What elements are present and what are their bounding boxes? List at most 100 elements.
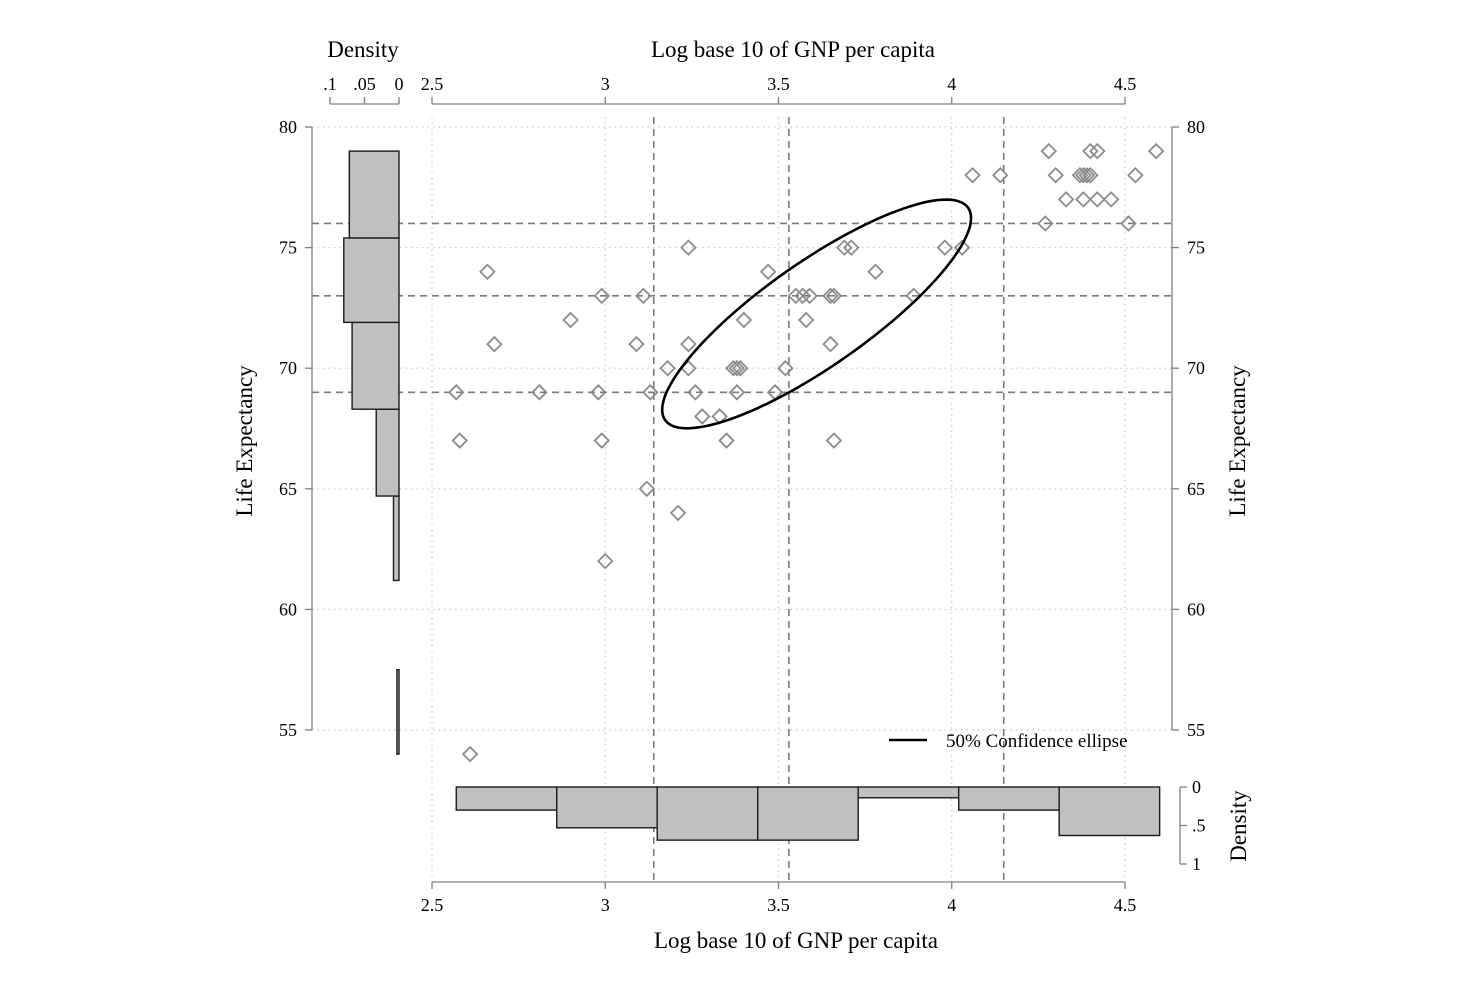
data-point bbox=[777, 359, 794, 377]
y-histogram-bar bbox=[396, 669, 400, 755]
data-point bbox=[642, 384, 659, 401]
data-point bbox=[953, 239, 971, 256]
y-axis-left-tick-label: 60 bbox=[279, 599, 297, 619]
data-point bbox=[461, 745, 479, 763]
y-axis-right-tick-label: 70 bbox=[1187, 358, 1205, 378]
data-point bbox=[451, 432, 468, 449]
data-point bbox=[531, 384, 548, 401]
data-point bbox=[725, 359, 742, 377]
x-histogram-bar bbox=[857, 786, 960, 799]
x-histogram-axis-tick-label: 0 bbox=[1192, 777, 1201, 797]
y-histogram bbox=[343, 150, 400, 755]
y-histogram-axis-tick-label: .1 bbox=[323, 74, 337, 94]
data-point bbox=[669, 504, 687, 522]
data-point bbox=[718, 432, 735, 449]
x-axis-top-tick-label: 4.5 bbox=[1114, 74, 1137, 94]
x-histogram-bar bbox=[957, 786, 1060, 811]
y-histogram-bar bbox=[351, 321, 400, 410]
data-point bbox=[680, 335, 697, 353]
y-histogram-axis-tick-label: .05 bbox=[353, 74, 376, 94]
y-axis-left-tick-label: 55 bbox=[279, 720, 297, 740]
data-point bbox=[735, 311, 753, 329]
x-histogram-bar bbox=[1058, 786, 1161, 837]
x-axis-bottom-tick-label: 4.5 bbox=[1114, 895, 1137, 915]
x-axis-bottom-title: Log base 10 of GNP per capita bbox=[654, 928, 938, 953]
data-point bbox=[991, 166, 1009, 184]
data-point bbox=[593, 432, 611, 449]
x-histogram-bar bbox=[455, 786, 558, 811]
data-point bbox=[693, 408, 711, 425]
data-points bbox=[447, 142, 1165, 763]
data-point bbox=[447, 384, 465, 401]
data-point bbox=[797, 311, 815, 329]
data-point bbox=[836, 239, 853, 256]
data-point bbox=[635, 287, 652, 305]
y-histogram-title: Density bbox=[327, 37, 399, 62]
data-point bbox=[1075, 166, 1092, 184]
data-point bbox=[1082, 166, 1099, 184]
data-point bbox=[1047, 166, 1064, 184]
data-point bbox=[479, 263, 496, 280]
data-point bbox=[728, 359, 746, 377]
y-axis-left-tick-label: 80 bbox=[279, 117, 297, 137]
y-axis-left-tick-label: 75 bbox=[279, 238, 297, 258]
data-point bbox=[825, 432, 843, 449]
data-point bbox=[964, 166, 981, 184]
data-point bbox=[1089, 191, 1106, 208]
data-point bbox=[1082, 142, 1099, 160]
data-point bbox=[759, 263, 777, 280]
confidence-ellipse bbox=[660, 198, 973, 430]
y-axis-left-tick-label: 70 bbox=[279, 358, 297, 378]
data-point bbox=[732, 359, 749, 377]
data-point bbox=[794, 287, 812, 305]
x-histogram-axis-tick-label: 1 bbox=[1192, 854, 1201, 874]
data-point bbox=[1037, 215, 1054, 232]
data-point bbox=[1089, 142, 1106, 160]
data-point bbox=[1040, 142, 1058, 160]
x-axis-top-tick-label: 4 bbox=[947, 74, 956, 94]
x-axis-bottom-tick-label: 3.5 bbox=[767, 895, 790, 915]
y-axis-right-tick-label: 65 bbox=[1187, 479, 1205, 499]
grid-layer bbox=[312, 117, 1172, 882]
x-histogram-bar bbox=[656, 786, 759, 841]
y-histogram-bar bbox=[392, 495, 400, 582]
data-point bbox=[1127, 166, 1144, 184]
x-histogram-bar bbox=[556, 786, 658, 829]
data-point bbox=[936, 239, 954, 256]
data-point bbox=[596, 552, 614, 570]
y-axis-right-title: Life Expectancy bbox=[1225, 365, 1250, 517]
legend: 50% Confidence ellipse bbox=[889, 731, 1128, 752]
y-axis-right-tick-label: 60 bbox=[1187, 599, 1205, 619]
x-histogram-bar bbox=[757, 786, 859, 841]
x-axis-top-tick-label: 3.5 bbox=[767, 74, 790, 94]
data-point bbox=[1075, 191, 1092, 208]
x-axis-bottom-tick-label: 4 bbox=[947, 895, 956, 915]
data-point bbox=[867, 263, 884, 280]
data-point bbox=[842, 239, 860, 256]
y-axis-right-tick-label: 75 bbox=[1187, 238, 1205, 258]
data-point bbox=[590, 384, 607, 401]
y-histogram-bar bbox=[348, 150, 400, 239]
data-point bbox=[801, 287, 818, 305]
y-axis-left-tick-label: 65 bbox=[279, 479, 297, 499]
data-point bbox=[1102, 191, 1120, 208]
y-axis-right-tick-label: 55 bbox=[1187, 720, 1205, 740]
data-point bbox=[822, 287, 839, 305]
axes: 2.5 2.5 3 3 3.5 3.5 4 4 4.5 4.5 55 55 60 60 65 65 70 70 75… bbox=[279, 74, 1206, 915]
data-point bbox=[593, 287, 611, 305]
data-point bbox=[687, 384, 704, 401]
data-point bbox=[822, 335, 839, 353]
x-axis-top-tick-label: 3 bbox=[601, 74, 610, 94]
y-histogram-bar bbox=[375, 408, 400, 497]
x-histogram bbox=[455, 786, 1161, 841]
y-axis-left-title: Life Expectancy bbox=[232, 365, 257, 517]
legend-ellipse-label: 50% Confidence ellipse bbox=[946, 731, 1128, 752]
data-point bbox=[1147, 142, 1165, 160]
x-axis-bottom-tick-label: 3 bbox=[601, 895, 610, 915]
confidence-ellipse-layer bbox=[660, 198, 973, 430]
y-histogram-bar bbox=[343, 237, 400, 324]
data-point bbox=[638, 480, 656, 498]
data-point bbox=[1120, 215, 1137, 232]
data-point bbox=[659, 359, 676, 377]
